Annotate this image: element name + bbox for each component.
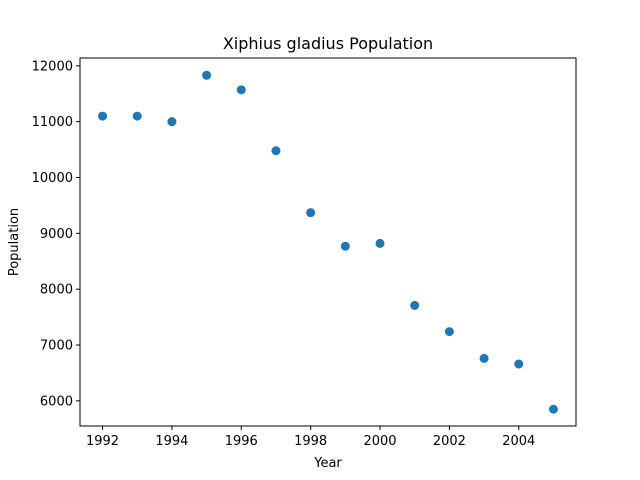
data-point xyxy=(479,353,489,363)
data-point xyxy=(375,238,385,248)
data-point xyxy=(202,70,212,80)
chart-title: Xiphius gladius Population xyxy=(223,34,433,53)
data-point xyxy=(98,111,108,121)
data-point xyxy=(514,359,524,369)
data-point xyxy=(548,404,558,414)
data-points xyxy=(98,70,558,414)
x-tick-label: 2004 xyxy=(502,434,535,449)
data-point xyxy=(236,85,246,95)
x-tick-label: 2000 xyxy=(363,434,396,449)
y-tick-label: 8000 xyxy=(40,283,73,298)
data-point xyxy=(132,111,142,121)
plot-frame xyxy=(79,57,577,427)
data-point xyxy=(306,208,316,218)
data-point xyxy=(410,300,420,310)
x-tick-label: 1998 xyxy=(294,434,327,449)
x-tick-label: 1994 xyxy=(155,434,188,449)
data-point xyxy=(444,327,454,337)
data-point xyxy=(271,146,281,156)
y-tick-label: 9000 xyxy=(40,227,73,242)
x-tick-label: 1992 xyxy=(86,434,119,449)
data-point xyxy=(167,117,177,127)
y-axis: 6000 7000 8000 9000 10000 11000 12000 xyxy=(32,59,80,409)
y-tick-label: 6000 xyxy=(40,394,73,409)
y-tick-label: 7000 xyxy=(40,339,73,354)
x-tick-label: 1996 xyxy=(225,434,258,449)
x-axis-label: Year xyxy=(313,456,342,471)
x-axis: 1992 1994 1996 1998 2000 2002 2004 xyxy=(86,426,535,449)
y-axis-label: Population xyxy=(7,208,22,276)
y-tick-label: 12000 xyxy=(32,59,73,74)
plot-area xyxy=(79,57,577,427)
y-tick-label: 10000 xyxy=(32,171,73,186)
data-point xyxy=(340,241,350,251)
y-tick-label: 11000 xyxy=(32,115,73,130)
x-tick-label: 2002 xyxy=(433,434,466,449)
